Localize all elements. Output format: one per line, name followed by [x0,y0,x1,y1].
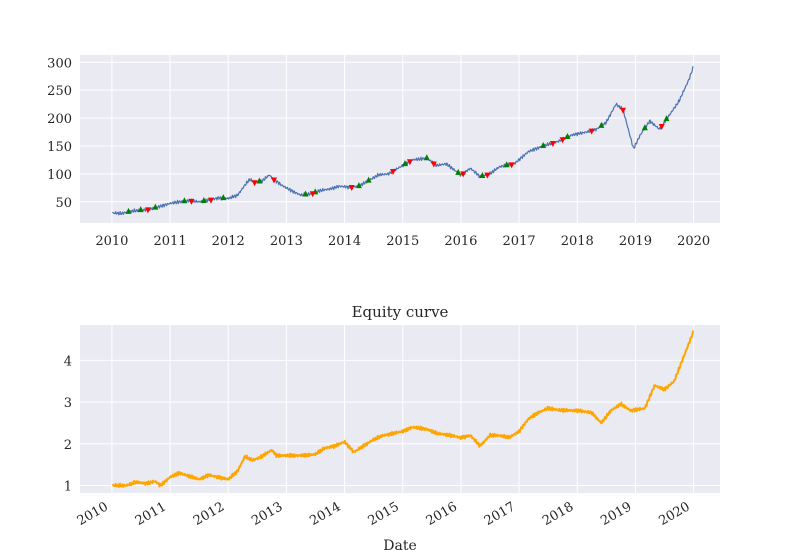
price-x-tick-label: 2020 [677,234,710,249]
sell-marker [348,185,355,192]
price-series-line [111,66,694,216]
price-x-tick-label: 2014 [328,234,361,249]
buy-marker [137,206,144,213]
price-x-tick-label: 2017 [503,234,536,249]
sell-marker [588,128,595,135]
equity-x-tick-label: 2019 [598,499,634,529]
buy-marker [598,121,605,128]
sell-marker [309,191,316,198]
equity-chart-panel: Equity curve Date 2010 2011 2012 2013 2014 20… [64,303,720,550]
price-x-tick-label: 2012 [212,234,245,249]
equity-x-tick-label: 2014 [307,499,343,529]
price-x-tick-label: 2010 [95,234,128,249]
price-y-tick-label: 50 [55,196,72,211]
sell-marker [271,177,278,184]
price-x-tick-label: 2011 [154,234,187,249]
equity-x-tick-label: 2020 [656,499,692,529]
equity-x-tick-label: 2018 [540,499,576,529]
price-x-tick-label: 2018 [561,234,594,249]
price-y-tick-label: 100 [47,168,72,183]
equity-y-tick-label: 4 [64,354,72,369]
sell-marker [208,197,215,204]
equity-y-tick-label: 2 [64,438,72,453]
equity-x-tick-label: 2011 [133,499,169,529]
price-x-tick-label: 2016 [444,234,477,249]
buy-marker [540,141,547,148]
buy-marker [256,177,263,184]
equity-x-tick-label: 2012 [191,499,227,529]
sell-marker [406,159,413,166]
equity-x-tick-label: 2017 [482,499,518,529]
price-chart-panel: 2010 2011 2012 2013 2014 2015 2016 2017 2018 2019… [47,55,720,249]
sell-marker [559,137,566,144]
equity-x-tick-label: 2015 [366,499,402,529]
buy-marker [125,207,132,214]
sell-marker [144,207,151,214]
buy-marker [355,182,362,189]
buy-marker [479,172,486,179]
equity-y-tick-label: 1 [64,479,72,494]
equity-series-line [111,330,694,488]
buy-marker [200,196,207,203]
price-x-tick-label: 2019 [619,234,652,249]
buy-marker [503,161,510,168]
equity-x-tick-label: 2010 [75,499,111,529]
equity-chart-title: Equity curve [352,303,449,321]
equity-x-tick-label: 2013 [249,499,285,529]
equity-x-tick-label: 2016 [424,499,460,529]
buy-marker [564,133,571,140]
sell-marker [430,161,437,168]
price-y-tick-label: 300 [47,56,72,71]
buy-marker [302,190,309,197]
sell-marker [620,107,627,114]
buy-marker [423,154,430,161]
sell-marker [484,172,491,179]
buy-marker [220,194,227,201]
equity-y-tick-label: 3 [64,396,72,411]
buy-marker [152,203,159,210]
buy-marker [663,115,670,122]
price-y-tick-label: 150 [47,140,72,155]
sell-marker [460,171,467,178]
sell-marker [549,141,556,148]
price-y-tick-label: 250 [47,84,72,99]
price-x-tick-label: 2013 [270,234,303,249]
buy-marker [365,176,372,183]
buy-marker [181,197,188,204]
buy-marker [641,124,648,131]
price-plot-area [80,55,720,223]
sell-marker [390,169,397,176]
buy-marker [401,160,408,167]
equity-plot-area [80,325,720,493]
price-y-tick-label: 200 [47,112,72,127]
sell-marker [188,198,195,205]
buy-marker [455,168,462,175]
price-x-tick-label: 2015 [386,234,419,249]
sell-marker [508,162,515,169]
sell-marker [658,124,665,131]
equity-chart-xlabel: Date [383,538,416,550]
sell-marker [251,180,258,187]
